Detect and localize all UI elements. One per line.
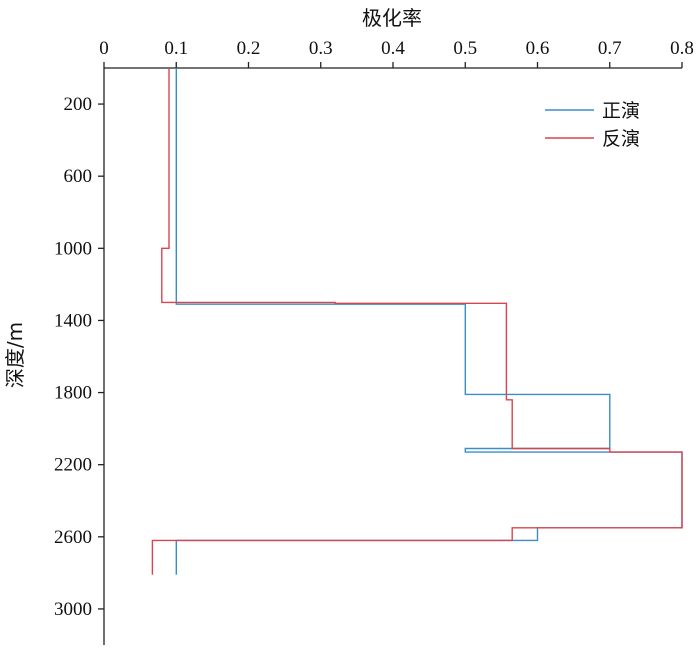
x-tick-label: 0.3 [309, 38, 333, 59]
legend: 正演 反演 [545, 100, 640, 150]
series-line-forward [175, 68, 683, 575]
axes: 0 0.1 0.2 0.3 0.4 0.5 0.6 0.7 0.8 200 600 1000 1400 1… [54, 38, 694, 645]
y-tick-label: 1000 [54, 238, 92, 259]
x-tick-label: 0.5 [453, 38, 477, 59]
y-tick-label: 2200 [54, 455, 92, 476]
x-tick-label: 0.4 [381, 38, 405, 59]
x-tick-label: 0.7 [598, 38, 622, 59]
y-axis-title: 深度/m [3, 322, 27, 388]
x-tick-label: 0.2 [237, 38, 261, 59]
x-tick-label: 0.6 [526, 38, 550, 59]
x-axis-title: 极化率 [362, 6, 422, 30]
y-tick-label: 3000 [54, 599, 92, 620]
y-tick-label: 200 [64, 94, 93, 115]
y-tick-label: 1400 [54, 310, 92, 331]
x-tick-label: 0.1 [164, 38, 188, 59]
y-tick-label: 600 [64, 166, 93, 187]
legend-label-inverse: 反演 [602, 128, 640, 150]
y-tick-label: 1800 [54, 383, 92, 404]
series-layer [151, 68, 683, 575]
x-tick-label: 0 [99, 38, 109, 59]
legend-label-forward: 正演 [602, 100, 640, 122]
x-tick-label: 0.8 [670, 38, 694, 59]
y-tick-label: 2600 [54, 527, 92, 548]
series-line-inverse [151, 68, 683, 575]
